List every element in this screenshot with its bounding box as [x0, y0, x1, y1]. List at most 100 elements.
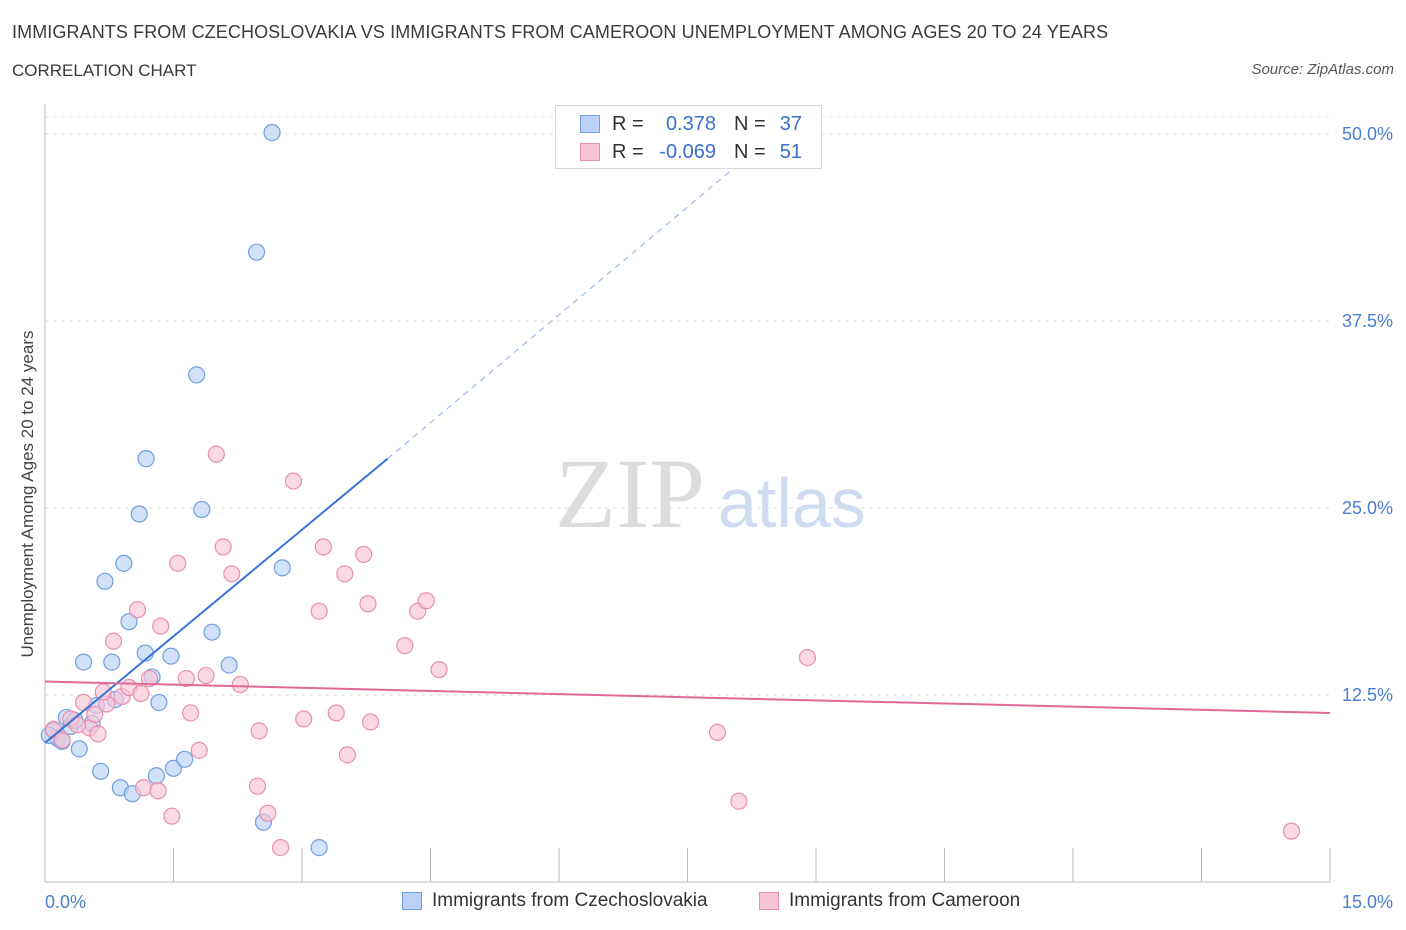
point-cameroon [355, 545, 373, 563]
point-cameroon [104, 632, 123, 650]
legend-swatch-pink [759, 892, 779, 910]
point-cameroon [182, 704, 200, 722]
point-cameroon [798, 648, 817, 667]
legend-r-value: 0.378 [665, 112, 716, 135]
legend-n-value: 37 [779, 112, 802, 135]
grid [45, 116, 1330, 696]
point-cameroon [327, 704, 345, 722]
point-cameroon [223, 565, 241, 583]
point-cameroon [259, 804, 277, 822]
point-cameroon [89, 725, 107, 743]
y-tick-label: 37.5% [1342, 311, 1393, 331]
legend-r-value: -0.069 [659, 140, 716, 163]
bottom-legend-czechoslovakia: Immigrants from Czechoslovakia [402, 890, 708, 912]
point-czechoslovakia [220, 656, 238, 674]
watermark-atlas: atlas [718, 464, 866, 542]
point-czechoslovakia [92, 762, 110, 780]
point-czechoslovakia [130, 505, 148, 523]
point-czechoslovakia [203, 623, 221, 641]
point-cameroon [361, 713, 380, 731]
point-czechoslovakia [70, 740, 88, 758]
point-cameroon [295, 710, 313, 728]
point-cameroon [250, 722, 268, 740]
legend-swatch-pink [580, 143, 600, 161]
y-tick-label: 25.0% [1342, 498, 1393, 518]
point-cameroon [336, 565, 354, 583]
tick-labels: 12.5% 25.0% 37.5% 50.0% 0.0% 15.0% [45, 124, 1393, 912]
trend-line-cameroon [44, 680, 1331, 714]
point-czechoslovakia [263, 123, 281, 142]
point-cameroon [132, 684, 150, 703]
point-cameroon [248, 777, 267, 795]
point-czechoslovakia [103, 653, 121, 671]
point-czechoslovakia [120, 613, 138, 631]
point-cameroon [140, 669, 159, 688]
point-cameroon [284, 472, 303, 490]
point-cameroon [730, 792, 748, 810]
point-cameroon [53, 731, 71, 749]
legend-n-label: N = [734, 140, 766, 163]
legend-swatch-blue [580, 115, 600, 133]
point-cameroon [271, 838, 290, 857]
point-cameroon [197, 666, 215, 685]
point-cameroon [310, 602, 328, 620]
point-czechoslovakia [188, 366, 206, 384]
point-czechoslovakia [247, 243, 266, 261]
point-cameroon [190, 741, 208, 759]
chart-title: IMMIGRANTS FROM CZECHOSLOVAKIA VS IMMIGR… [12, 22, 1109, 42]
y-tick-label: 12.5% [1342, 685, 1393, 705]
point-czechoslovakia [147, 767, 165, 785]
point-czechoslovakia [115, 554, 133, 572]
point-czechoslovakia [273, 559, 291, 577]
point-cameroon [708, 723, 727, 742]
point-cameroon [134, 779, 153, 797]
point-cameroon [214, 538, 232, 556]
axes [44, 104, 1331, 883]
point-cameroon [338, 746, 357, 764]
bottom-legend-label: Immigrants from Czechoslovakia [432, 890, 708, 911]
bottom-legend-cameroon: Immigrants from Cameroon [759, 890, 1020, 912]
point-cameroon [86, 705, 104, 724]
watermark: ZIP atlas [555, 438, 866, 549]
point-czechoslovakia [74, 653, 93, 671]
legend-swatch-blue [402, 892, 422, 910]
point-cameroon [417, 592, 435, 610]
legend-r-label: R = [612, 112, 644, 135]
point-czechoslovakia [162, 647, 180, 665]
trend-line-czechoslovakia-extension [387, 163, 740, 460]
point-cameroon [314, 538, 333, 556]
legend-row-cameroon: R = -0.069 N = 51 [580, 140, 802, 164]
point-czechoslovakia [150, 693, 168, 712]
watermark-zip: ZIP [555, 438, 705, 549]
legend-row-czechoslovakia: R = 0.378 N = 37 [580, 112, 802, 136]
y-axis-label: Unemployment Among Ages 20 to 24 years [18, 331, 37, 658]
point-cameroon [94, 683, 112, 701]
chart-subtitle: CORRELATION CHART [12, 61, 197, 80]
point-cameroon [169, 554, 187, 572]
legend-r-label: R = [612, 140, 644, 163]
y-tick-label: 50.0% [1342, 124, 1393, 144]
point-cameroon [163, 807, 181, 825]
point-cameroon [152, 617, 170, 635]
legend-n-value: 51 [779, 140, 802, 163]
point-cameroon [177, 669, 195, 688]
point-czechoslovakia [193, 500, 211, 519]
point-cameroon [1282, 822, 1301, 840]
point-cameroon [207, 445, 225, 463]
point-czechoslovakia [164, 759, 183, 777]
trend-line-czechoslovakia [44, 457, 389, 744]
point-cameroon [430, 660, 448, 679]
point-cameroon [396, 637, 414, 655]
point-cameroon [149, 782, 167, 800]
trend-lines [44, 163, 1331, 744]
point-cameroon [128, 601, 147, 619]
bottom-legend-label: Immigrants from Cameroon [789, 890, 1021, 911]
legend-n-label: N = [734, 112, 766, 135]
point-czechoslovakia [310, 838, 328, 857]
point-czechoslovakia [96, 572, 114, 590]
point-cameroon [231, 675, 249, 694]
points-layer [40, 123, 1301, 857]
point-cameroon [359, 595, 377, 613]
source-label: Source: ZipAtlas.com [1251, 61, 1394, 78]
